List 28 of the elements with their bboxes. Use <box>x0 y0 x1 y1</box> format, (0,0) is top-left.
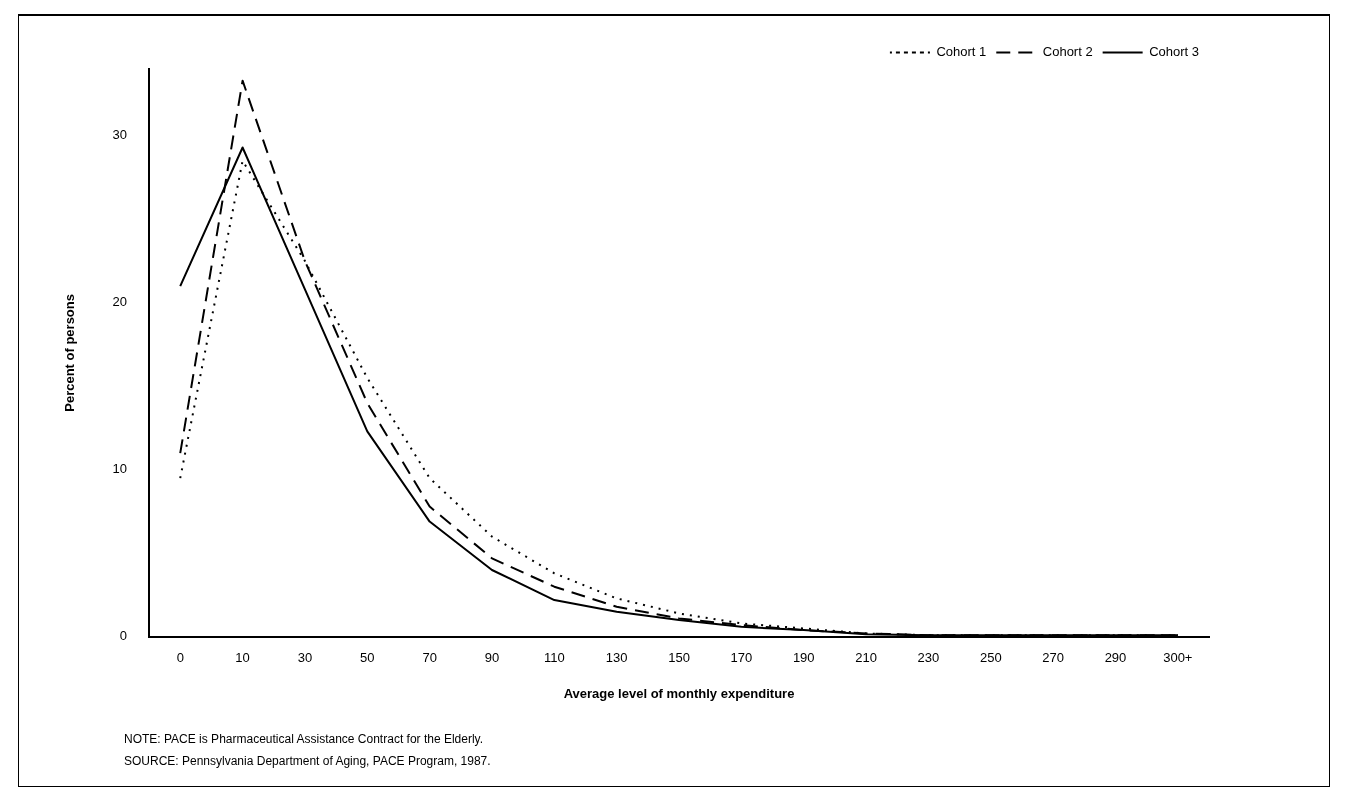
y-tick-label: 30 <box>112 127 128 143</box>
x-tick-label: 230 <box>917 650 940 666</box>
x-tick-label: 90 <box>484 650 500 666</box>
legend-label: Cohort 2 <box>1042 44 1093 60</box>
x-tick-label: 30 <box>297 650 313 666</box>
x-tick-label: 130 <box>605 650 628 666</box>
x-tick-label: 10 <box>235 650 250 666</box>
legend-label: Cohort 1 <box>936 44 987 60</box>
x-tick-label: 190 <box>792 650 815 666</box>
x-tick-label: 0 <box>176 650 184 666</box>
x-tick-label: 110 <box>543 650 565 666</box>
x-tick-label: 150 <box>668 650 690 666</box>
legend-label: Cohort 3 <box>1149 44 1200 60</box>
y-axis-title: Percent of persons <box>62 294 78 412</box>
y-tick-label: 0 <box>119 628 128 644</box>
y-tick-label: 10 <box>112 461 128 477</box>
x-tick-label: 70 <box>422 650 437 666</box>
source-note: SOURCE: Pennsylvania Department of Aging, PACE Program, 1987. <box>124 753 491 770</box>
x-tick-label: 300+ <box>1163 650 1193 666</box>
x-tick-label: 50 <box>360 650 375 666</box>
x-tick-label: 210 <box>855 650 877 666</box>
x-tick-label: 170 <box>730 650 753 666</box>
x-tick-label: 270 <box>1042 650 1064 666</box>
x-axis-title: Average level of monthly expenditure <box>563 685 795 701</box>
x-tick-label: 250 <box>979 650 1002 666</box>
y-tick-label: 20 <box>112 294 128 310</box>
x-tick-label: 290 <box>1104 650 1127 666</box>
text: NOTE: PACE is Pharmaceutical Assistance Contract for the Elderly. <box>124 731 485 748</box>
